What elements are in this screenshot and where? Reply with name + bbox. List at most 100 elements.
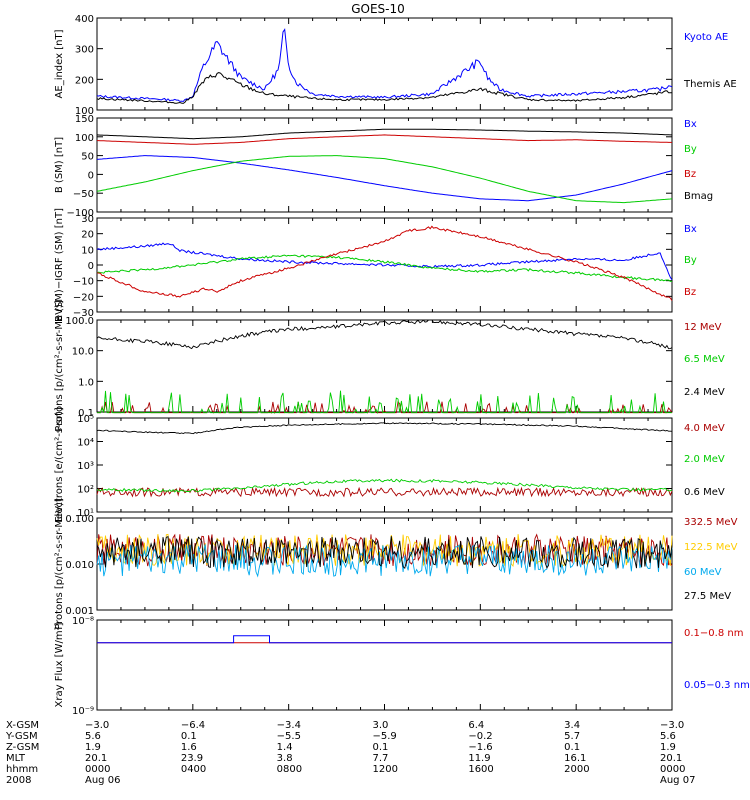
orbit-cell: 23.9 xyxy=(181,753,203,764)
y-tick-label: 0.010 xyxy=(65,560,94,571)
orbit-cell: 5.6 xyxy=(85,731,101,742)
legend-entry: By xyxy=(684,144,697,155)
y-tick-label: −100 xyxy=(67,208,94,219)
legend-entry: Bz xyxy=(684,287,696,298)
series-line-by xyxy=(96,155,673,204)
legend-entry: 0.6 MeV xyxy=(684,487,725,498)
orbit-row-label: hhmm xyxy=(6,764,38,775)
series-line-kyoto-ae xyxy=(96,28,673,103)
panel-3: 30 20 10 0 −10 −20 −30 B (SM)−IGRF (SM) [nT] Bx B… xyxy=(54,208,697,322)
orbit-cell: 1600 xyxy=(468,764,493,775)
orbit-cell: 1.9 xyxy=(85,742,101,753)
orbit-cell: −6.4 xyxy=(181,720,205,731)
orbit-cell: 1200 xyxy=(373,764,398,775)
orbit-cell: −3.0 xyxy=(85,720,109,731)
panel-frame xyxy=(96,417,673,513)
panel-frame xyxy=(96,517,673,611)
y-tick-label: 0 xyxy=(88,261,94,272)
legend-entry: Bx xyxy=(684,119,697,130)
panel-7: 10⁻⁸ 10⁻⁹ Xray Flux [W/m²] 0.1−0.8 nm 0.05−0… xyxy=(54,616,750,717)
orbit-cell: 2000 xyxy=(564,764,589,775)
orbit-cell: 1.6 xyxy=(181,742,197,753)
orbit-cell: 1.4 xyxy=(277,742,293,753)
y-axis-label: Electrons [e/(cm²-s-sr)] xyxy=(54,407,65,523)
series-line-0-6-mev xyxy=(96,422,673,435)
y-tick-label: 1.0 xyxy=(78,377,94,388)
series-line-bz xyxy=(97,134,672,145)
series-line-2-0-mev xyxy=(96,478,673,493)
chart-title: GOES-10 xyxy=(351,2,405,16)
orbit-cell: 16.1 xyxy=(564,753,586,764)
orbit-cell: 6.4 xyxy=(468,720,484,731)
orbit-cell: 0800 xyxy=(277,764,302,775)
legend-entry: Bx xyxy=(684,224,697,235)
legend-entry: By xyxy=(684,255,697,266)
legend-entry: 2.0 MeV xyxy=(684,454,725,465)
orbit-cell: Aug 07 xyxy=(660,775,695,786)
y-tick-label: −50 xyxy=(73,189,94,200)
legend-entry: 0.05−0.3 nm xyxy=(684,680,750,691)
series-line-by xyxy=(96,254,673,282)
series-line-6-5-mev xyxy=(97,390,672,415)
legend-entry: 122.5 MeV xyxy=(684,542,738,553)
y-axis-label: B (SM) [nT] xyxy=(54,137,65,193)
orbit-cell: 0000 xyxy=(660,764,685,775)
series-line-themis-ae xyxy=(96,72,672,104)
y-tick-label: 100 xyxy=(75,133,94,144)
y-tick-label: 0.001 xyxy=(65,606,94,617)
panel-2: 150 100 50 0 −50 −100 B (SM) [nT] Bx By Bz Bmag xyxy=(54,114,713,219)
panel-5: 10⁵ 10⁴ 10³ 10² 10¹ Electrons [e/(cm²-s-sr)] 4… xyxy=(54,407,725,523)
orbit-row-label: MLT xyxy=(6,753,26,764)
legend-entry: 12 MeV xyxy=(684,322,722,333)
y-axis-label: Protons [p/(cm²-s-sr-MeV)] xyxy=(54,498,65,630)
orbit-cell: 3.4 xyxy=(564,720,580,731)
panel-1: 400 300 200 100 AE_index [nT] Kyoto AE Themis … xyxy=(54,14,737,117)
series-line-bx xyxy=(96,155,673,202)
y-axis-label: B (SM)−IGRF (SM) [nT] xyxy=(54,208,65,322)
y-tick-label: 100.0 xyxy=(65,316,94,327)
legend-entry: 2.4 MeV xyxy=(684,387,725,398)
legend-entry: 6.5 MeV xyxy=(684,354,725,365)
orbit-cell: −1.6 xyxy=(468,742,492,753)
y-tick-label: −30 xyxy=(73,308,94,319)
orbit-cell: 3.8 xyxy=(277,753,293,764)
series-line-bx xyxy=(96,242,673,281)
orbit-cell: −3.0 xyxy=(660,720,684,731)
orbit-cell: 20.1 xyxy=(660,753,682,764)
y-axis-label: Protons [p/(cm²-s-sr-MeV)] xyxy=(54,300,65,432)
panel-frame xyxy=(96,619,673,711)
y-tick-label: 10⁴ xyxy=(77,438,94,449)
orbit-row-label: Y-GSM xyxy=(5,731,38,742)
y-tick-label: 400 xyxy=(75,14,94,25)
panel-4: 100.0 10.0 1.0 0.1 Protons [p/(cm²-s-sr-MeV)… xyxy=(54,300,725,432)
orbit-cell: −5.5 xyxy=(277,731,301,742)
series-line-0-05-0-3-nm xyxy=(97,635,672,644)
y-axis-label: AE_index [nT] xyxy=(54,29,65,98)
y-tick-label: 200 xyxy=(75,75,94,86)
y-tick-label: 10² xyxy=(77,485,94,496)
y-tick-label: 10 xyxy=(81,245,94,256)
orbit-cell: 0400 xyxy=(181,764,206,775)
y-tick-label: −10 xyxy=(73,277,94,288)
legend-entry: Bz xyxy=(684,169,696,180)
orbit-cell: 0000 xyxy=(85,764,110,775)
orbit-cell: 0.1 xyxy=(181,731,197,742)
orbit-row-label: X-GSM xyxy=(6,720,39,731)
y-tick-label: 50 xyxy=(81,152,94,163)
y-tick-label: 10³ xyxy=(77,461,94,472)
y-tick-label: 20 xyxy=(81,230,94,241)
y-tick-label: 10⁻⁸ xyxy=(72,616,94,627)
series-line-bmag xyxy=(96,128,672,140)
y-tick-label: 0.100 xyxy=(65,514,94,525)
orbit-table: X-GSMY-GSMZ-GSMMLThhmm2008−3.05.61.920.1… xyxy=(5,720,695,786)
orbit-cell: −0.2 xyxy=(468,731,492,742)
y-tick-label: 30 xyxy=(81,214,94,225)
legend-entry: 27.5 MeV xyxy=(684,591,731,602)
orbit-cell: 5.6 xyxy=(660,731,676,742)
legend-entry: Bmag xyxy=(684,191,713,202)
y-tick-label: 10¹ xyxy=(77,508,94,519)
orbit-row-label: Z-GSM xyxy=(6,742,39,753)
orbit-cell: Aug 06 xyxy=(85,775,120,786)
orbit-cell: 7.7 xyxy=(373,753,389,764)
series-line-4-0-mev xyxy=(96,486,673,498)
